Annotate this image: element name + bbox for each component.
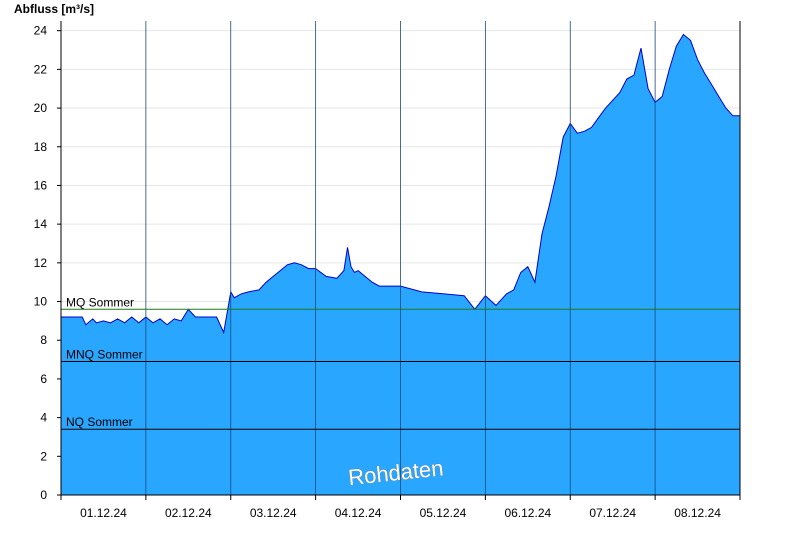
x-tick-label-7: 08.12.24 [674, 506, 721, 520]
y-axis-title: Abfluss [m³/s] [14, 2, 94, 16]
x-tick-label-4: 05.12.24 [420, 506, 467, 520]
y-tick-label-10: 10 [34, 295, 48, 309]
y-tick-label-8: 8 [40, 333, 47, 347]
reference-lines: MQ Sommer MNQ Sommer NQ Sommer [61, 295, 740, 430]
x-tick-label-6: 07.12.24 [589, 506, 636, 520]
x-tick-label-1: 02.12.24 [165, 506, 212, 520]
y-tick-label-2: 2 [40, 449, 47, 463]
y-tick-label-0: 0 [40, 488, 47, 502]
y-tick-label-6: 6 [40, 372, 47, 386]
x-tick-label-3: 04.12.24 [335, 506, 382, 520]
y-tick-label-4: 4 [40, 411, 47, 425]
y-tick-label-16: 16 [34, 178, 48, 192]
y-tick-label-22: 22 [34, 62, 48, 76]
x-axis-ticks: 01.12.24 02.12.24 03.12.24 04.12.24 05.12.24… [60, 495, 741, 520]
discharge-line [60, 33, 740, 335]
y-tick-label-12: 12 [34, 256, 48, 270]
x-tick-label-2: 03.12.24 [250, 506, 297, 520]
x-tick-label-5: 06.12.24 [504, 506, 551, 520]
y-tick-label-18: 18 [34, 140, 48, 154]
day-separators [145, 21, 656, 495]
refline-label-mq-sommer: MQ Sommer [66, 295, 134, 309]
refline-label-nq-sommer: NQ Sommer [66, 415, 133, 429]
y-tick-label-24: 24 [34, 24, 48, 38]
y-tick-label-20: 20 [34, 101, 48, 115]
refline-label-mnq-sommer: MNQ Sommer [66, 348, 143, 362]
y-tick-label-14: 14 [34, 217, 48, 231]
x-tick-label-0: 01.12.24 [80, 506, 127, 520]
